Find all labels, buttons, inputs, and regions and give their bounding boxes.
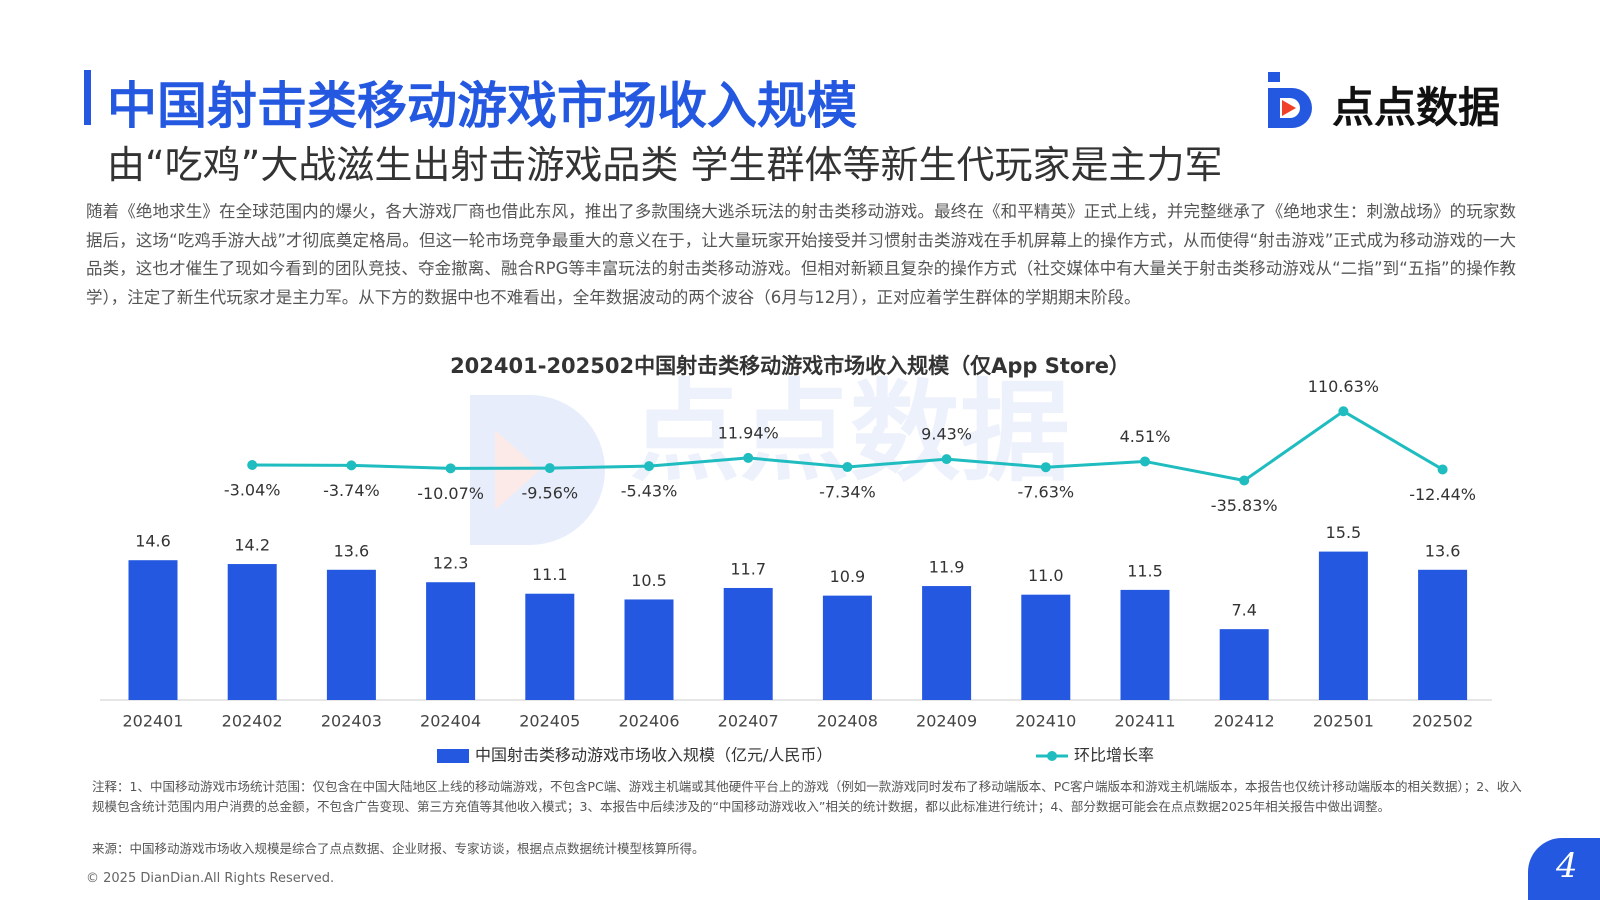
copyright: © 2025 DianDian.All Rights Reserved.: [86, 871, 335, 886]
data-label: 15.5: [1326, 523, 1362, 542]
page-title: 中国射击类移动游戏市场收入规模: [107, 77, 857, 135]
data-label: 14.6: [135, 532, 171, 551]
line-point: [743, 452, 754, 463]
legend-label: 中国射击类移动游戏市场收入规模（亿元/人民币）: [475, 746, 832, 765]
data-label: 10.5: [631, 571, 667, 590]
data-label: -9.56%: [521, 484, 578, 503]
bar: [128, 560, 178, 700]
data-label: 7.4: [1231, 601, 1256, 620]
bar: [1021, 594, 1071, 700]
x-tick-label: 202403: [321, 712, 382, 731]
data-label: 11.94%: [718, 423, 779, 442]
page-subtitle: 由“吃鸡”大战滋生出射击游戏品类 学生群体等新生代玩家是主力军: [107, 143, 1223, 187]
x-tick-label: 202408: [817, 712, 878, 731]
line-point: [346, 460, 357, 471]
watermark: 点点数据: [630, 368, 1070, 496]
bar: [1120, 589, 1170, 700]
x-tick-label: 202411: [1114, 712, 1175, 731]
title-accent: [84, 70, 91, 125]
bar: [426, 582, 476, 700]
legend-swatch: [1047, 751, 1057, 761]
x-tick-label: 202405: [519, 712, 580, 731]
line-point: [1239, 475, 1250, 486]
data-label: 11.0: [1028, 566, 1064, 585]
notes: 注释：1、中国移动游戏市场统计范围：仅包含在中国大陆地区上线的移动端游戏，不包含…: [92, 779, 1522, 814]
data-label: 110.63%: [1308, 377, 1379, 396]
data-label: -12.44%: [1409, 485, 1476, 504]
line-point: [445, 463, 456, 474]
data-label: 13.6: [1425, 541, 1461, 560]
bar: [326, 569, 376, 700]
x-tick-label: 202402: [222, 712, 283, 731]
x-tick-label: 202404: [420, 712, 481, 731]
line-point: [842, 462, 853, 473]
bar: [624, 599, 674, 700]
line-point: [644, 461, 654, 472]
data-label: -35.83%: [1211, 496, 1278, 515]
bar: [227, 564, 277, 700]
data-label: -7.63%: [1017, 483, 1074, 502]
page-badge: [1528, 838, 1600, 900]
data-label: 11.5: [1127, 561, 1163, 580]
data-label: -3.74%: [323, 481, 380, 500]
bar: [1418, 569, 1468, 700]
legend-swatch: [437, 749, 469, 763]
bar: [922, 586, 972, 700]
line-point: [247, 460, 258, 471]
line-point: [1040, 462, 1051, 473]
data-label: -10.07%: [417, 484, 484, 503]
chart-title: 202401-202502中国射击类移动游戏市场收入规模（仅App Store）: [450, 354, 1130, 378]
data-label: 14.2: [234, 536, 270, 555]
logo-text: 点点数据: [1332, 83, 1501, 132]
bar: [822, 595, 872, 700]
source: 来源：中国移动游戏市场收入规模是综合了点点数据、企业财报、专家访谈，根据点点数据…: [92, 841, 705, 856]
x-tick-label: 202502: [1412, 712, 1473, 731]
line-point: [544, 463, 555, 474]
body-text: 随着《绝地求生》在全球范围内的爆火，各大游戏厂商也借此东风，推出了多款围绕大逃杀…: [86, 202, 1516, 307]
bar: [723, 587, 773, 700]
bar: [525, 593, 575, 700]
bar: [1318, 551, 1368, 700]
bar: [1219, 629, 1269, 700]
x-tick-label: 202407: [718, 712, 779, 731]
data-label: 11.7: [730, 559, 766, 578]
line-point: [1437, 464, 1448, 475]
page-number: 4: [1556, 846, 1578, 886]
x-tick-label: 202401: [122, 712, 183, 731]
line-point: [941, 454, 952, 465]
x-tick-label: 202412: [1214, 712, 1275, 731]
data-label: 11.9: [929, 558, 965, 577]
data-label: 11.1: [532, 565, 568, 584]
data-label: -5.43%: [621, 482, 678, 501]
x-tick-label: 202409: [916, 712, 977, 731]
x-tick-label: 202501: [1313, 712, 1374, 731]
data-label: 12.3: [433, 554, 469, 573]
data-label: -7.34%: [819, 483, 876, 502]
x-tick-label: 202410: [1015, 712, 1076, 731]
data-label: 13.6: [334, 541, 370, 560]
logo-icon: [1268, 72, 1312, 128]
line-point: [1140, 456, 1150, 467]
data-label: 9.43%: [921, 425, 972, 444]
x-tick-label: 202406: [618, 712, 679, 731]
legend-label: 环比增长率: [1074, 746, 1154, 765]
data-label: 4.51%: [1120, 427, 1171, 446]
data-label: -3.04%: [224, 481, 281, 500]
line-point: [1338, 406, 1349, 417]
watermark-logo: [470, 395, 605, 545]
data-label: 10.9: [830, 567, 866, 586]
